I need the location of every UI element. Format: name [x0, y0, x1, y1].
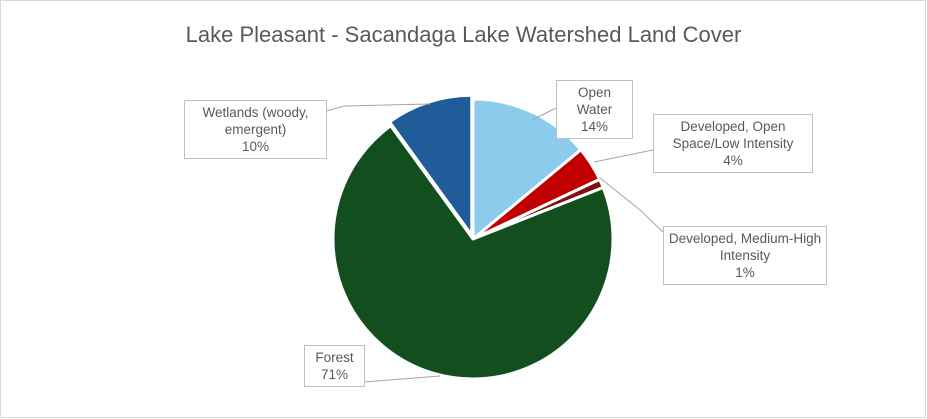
leader-line	[593, 149, 654, 163]
leader-line	[599, 177, 664, 233]
leader-line	[325, 103, 431, 112]
data-label: Developed, Open Space/Low Intensity 4%	[653, 114, 813, 173]
pie-slice	[387, 93, 474, 237]
label-value: 4%	[723, 153, 743, 168]
label-value: 1%	[735, 265, 755, 280]
chart-title: Lake Pleasant - Sacandaga Lake Watershed…	[185, 22, 742, 47]
label-value: 14%	[580, 119, 609, 134]
leader-line	[363, 375, 441, 383]
label-category: Forest	[315, 350, 354, 365]
label-category: Developed, Open Space/Low Intensity	[672, 119, 794, 151]
label-category: Wetlands (woody, emergent)	[202, 105, 309, 137]
data-label: Developed, Medium-High Intensity 1%	[663, 226, 827, 285]
leader-line	[531, 107, 557, 121]
pie-slice	[471, 97, 583, 241]
data-label: Wetlands (woody, emergent) 10%	[184, 100, 327, 159]
label-value: 10%	[241, 139, 270, 154]
data-label: Forest 71%	[304, 345, 365, 387]
pie	[331, 93, 615, 381]
leader-lines	[325, 103, 664, 383]
label-category: Open Water	[576, 85, 613, 117]
data-label: Open Water 14%	[556, 80, 633, 139]
pie-slice	[331, 124, 615, 381]
label-value: 71%	[320, 367, 349, 382]
label-category: Developed, Medium-High Intensity	[668, 231, 822, 263]
